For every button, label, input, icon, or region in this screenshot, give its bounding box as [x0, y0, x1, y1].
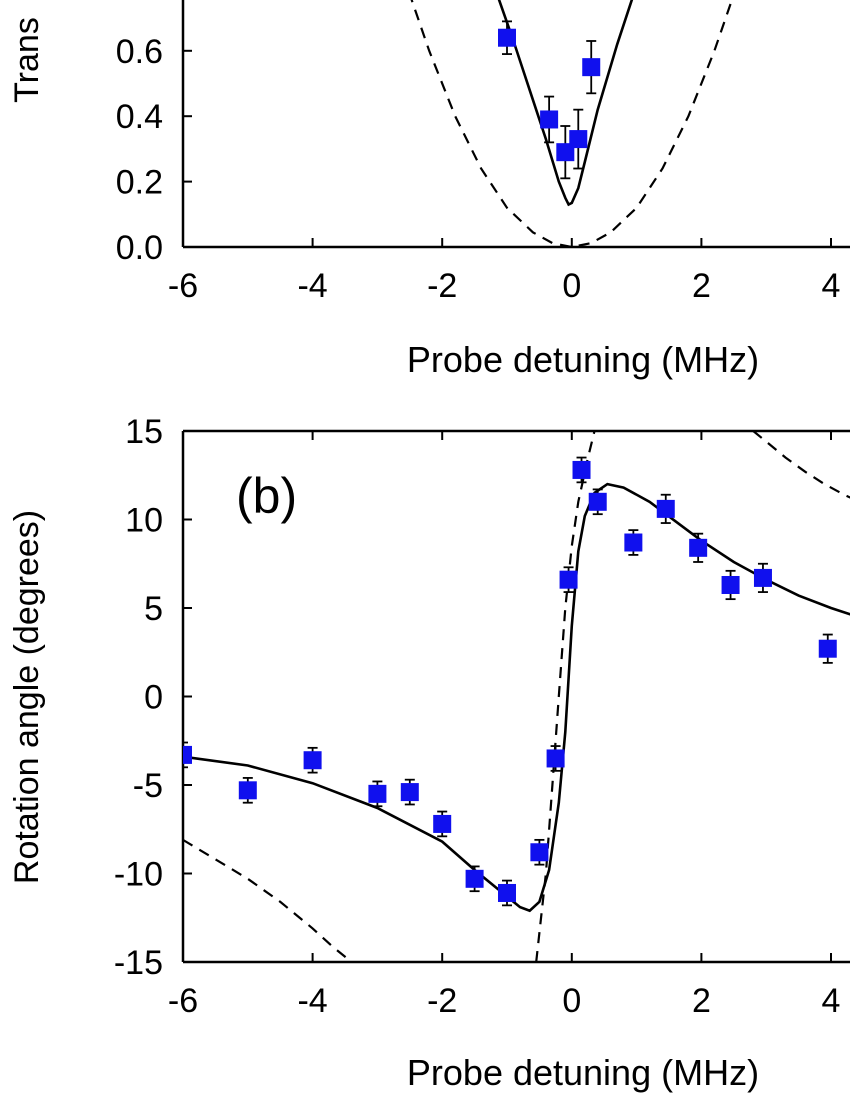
data-point [572, 460, 591, 479]
data-point [530, 843, 549, 862]
panel-a-transmission: Trans Probe detuning (MHz) -6 -4 -2 0 2 4 0.0 0… [8, 0, 850, 380]
x-tick-label: 2 [692, 982, 711, 1020]
data-point [582, 58, 601, 77]
plot-area [183, 431, 850, 962]
y-tick-label: 0.6 [116, 33, 163, 71]
panel-b-y-axis-label: Rotation angle (degrees) [8, 510, 46, 884]
theory-solid-curve [497, 0, 634, 207]
data-point [559, 570, 578, 589]
y-tick-label: -10 [114, 856, 163, 894]
x-tick-label: 0 [562, 267, 581, 305]
y-tick-label: 0.4 [116, 98, 163, 136]
x-tick-label: -4 [297, 267, 327, 305]
y-tick-label: -5 [133, 767, 163, 805]
y-tick-label: -15 [114, 944, 163, 982]
y-tick-label: 0.0 [116, 229, 163, 267]
data-point [400, 783, 419, 802]
theory-dashed-curve [752, 431, 850, 499]
data-point [540, 110, 559, 129]
y-tick-label: 10 [125, 502, 163, 540]
data-point [624, 533, 643, 552]
x-tick-label: 0 [562, 982, 581, 1020]
x-tick-label: 4 [822, 982, 841, 1020]
theory-dashed-curve [410, 0, 734, 247]
plot-area [410, 0, 734, 247]
y-tick-label: 0 [144, 679, 163, 717]
panel-a-y-axis-label: Trans [8, 17, 46, 103]
data-point [546, 749, 565, 768]
data-point [303, 751, 322, 770]
panel-b-x-axis-label: Probe detuning (MHz) [407, 1052, 759, 1093]
y-tick-label: 5 [144, 590, 163, 628]
x-tick-label: 2 [692, 267, 711, 305]
x-tick-label: -6 [168, 982, 198, 1020]
x-tick-label: 4 [822, 267, 841, 305]
y-tick-label: 15 [125, 413, 163, 451]
x-tick-label: -2 [427, 267, 457, 305]
data-point [689, 538, 708, 557]
theory-solid-curve [183, 482, 850, 913]
data-point [465, 869, 484, 888]
panel-b-label: (b) [236, 468, 297, 524]
data-point [238, 781, 257, 800]
data-point [183, 745, 192, 764]
data-point [588, 492, 607, 511]
data-point [818, 639, 837, 658]
data-point [498, 28, 516, 47]
data-point [569, 130, 588, 149]
x-tick-label: -6 [168, 267, 198, 305]
panel-b-rotation: (b) Rotation angle (degrees) Probe detun… [8, 413, 850, 1093]
data-point [368, 784, 387, 803]
x-tick-label: -2 [427, 982, 457, 1020]
data-point [721, 575, 740, 594]
data-point [433, 814, 452, 833]
data-point [498, 883, 516, 902]
x-tick-label: -4 [297, 982, 327, 1020]
panel-a-x-axis-label: Probe detuning (MHz) [407, 339, 759, 380]
y-tick-label: 0.2 [116, 164, 163, 202]
data-point [753, 568, 772, 587]
data-point [656, 499, 675, 518]
theory-dashed-curve [183, 838, 353, 962]
